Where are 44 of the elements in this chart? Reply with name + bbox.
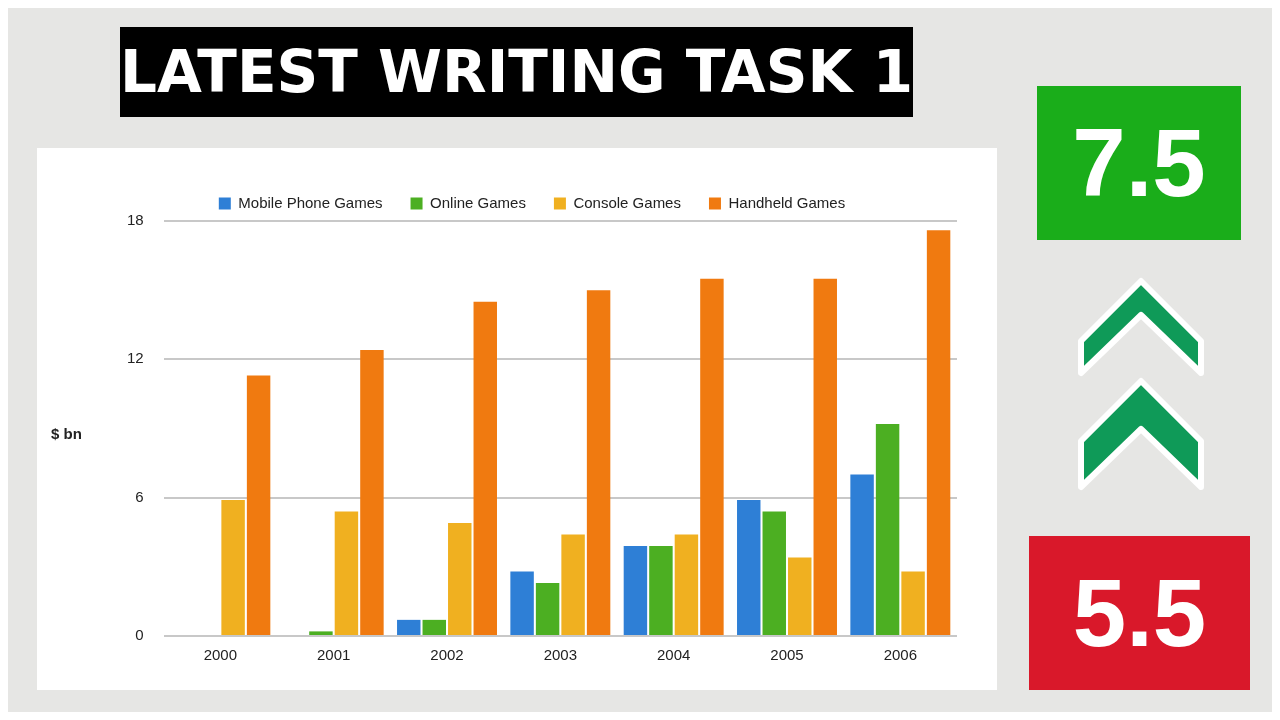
y-tick-label: 0 [135,626,144,644]
legend-label: Mobile Phone Games [238,193,383,211]
x-tick-label: 2004 [656,646,691,664]
bar [397,619,421,635]
bar [535,582,560,635]
x-tick-label: 2005 [770,646,804,664]
x-tick-label: 2006 [883,646,918,664]
text: 5.5 [1029,536,1250,690]
text: 7.5 [1037,86,1241,240]
bar [875,423,900,635]
bar [422,619,446,635]
bar [561,534,585,635]
legend-label: Console Games [573,193,681,211]
bar [649,546,673,635]
bar [926,230,951,635]
y-axis-title: $ bn [51,424,82,442]
bar [788,557,812,635]
bar [221,499,245,635]
bar [700,278,724,635]
x-tick-label: 2000 [203,646,238,664]
y-tick-label: 12 [127,349,144,367]
bar [309,631,333,635]
bar [762,511,786,635]
x-tick-label: 2001 [316,646,351,664]
bar [334,511,359,635]
y-tick-label: 6 [135,487,144,505]
bar [448,523,472,635]
chart-title: LATEST WRITING TASK 1 [120,27,913,117]
legend-label: Handheld Games [728,193,846,211]
x-tick-label: 2002 [430,646,464,664]
bar [850,474,874,635]
bar [737,499,761,635]
bar [360,350,384,635]
bar [813,278,837,635]
y-tick-label: 18 [127,211,144,229]
bar [586,290,611,635]
bar [473,301,497,635]
bar [674,534,699,635]
legend-label: Online Games [430,193,526,211]
bar [510,571,534,635]
bar [901,571,925,635]
bar [246,375,271,635]
bar [623,546,648,635]
x-tick-label: 2003 [543,646,578,664]
